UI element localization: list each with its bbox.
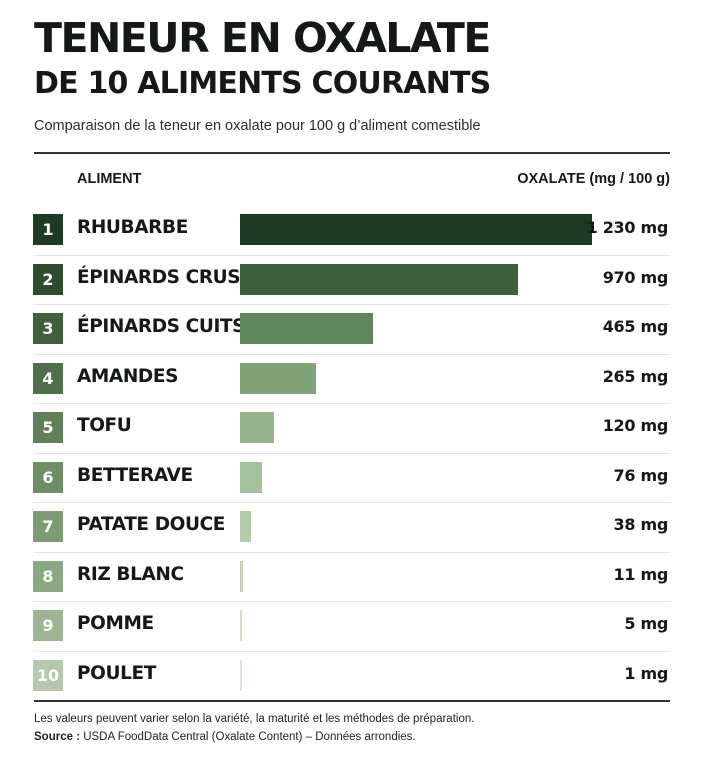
value-label: 38 mg: [613, 515, 669, 534]
value-label: 5 mg: [624, 614, 668, 633]
top-divider: [34, 152, 670, 154]
chart-row: 2 ÉPINARDS CRUS 970 mg: [0, 254, 702, 305]
chart-row: 9 POMME 5 mg: [0, 601, 702, 651]
rank-badge: 2: [33, 263, 63, 295]
chart-subtitle: Comparaison de la teneur en oxalate pour…: [34, 118, 481, 134]
source-text: USDA FoodData Central (Oxalate Content) …: [80, 731, 416, 743]
bar: [240, 560, 244, 592]
category-label: ÉPINARDS CUITS: [77, 316, 246, 337]
chart-row: 1 RHUBARBE 1 230 mg: [0, 205, 702, 255]
chart-title-line2: DE 10 ALIMENTS COURANTS: [34, 66, 491, 101]
category-label: POMME: [77, 613, 154, 634]
value-label: 1 mg: [624, 663, 668, 683]
category-label: RIZ BLANC: [77, 563, 184, 585]
row-divider: [34, 650, 670, 652]
bar: [240, 313, 374, 344]
rank-badge: 4: [33, 362, 63, 394]
bar: [240, 610, 242, 641]
column-header-food: ALIMENT: [77, 171, 142, 187]
row-divider: [34, 601, 670, 602]
chart-row: 8 RIZ BLANC 11 mg: [0, 551, 702, 602]
rank-badge: 1: [33, 214, 63, 245]
category-label: POULET: [77, 662, 156, 684]
row-divider: [34, 502, 670, 503]
category-label: ÉPINARDS CRUS: [77, 266, 241, 288]
chart-row: 6 BETTERAVE 76 mg: [0, 452, 702, 503]
value-label: 970 mg: [602, 267, 669, 287]
row-divider: [34, 403, 670, 404]
rank-badge: 3: [33, 313, 63, 344]
category-label: TOFU: [77, 415, 132, 436]
bar: [240, 412, 275, 443]
row-divider: [34, 254, 670, 256]
column-header-oxalate: OXALATE (mg / 100 g): [517, 171, 670, 187]
category-label: PATATE DOUCE: [77, 514, 226, 535]
chart-row: 7 PATATE DOUCE 38 mg: [0, 502, 702, 552]
row-divider: [34, 551, 670, 553]
rank-badge: 6: [33, 461, 63, 493]
bar: [240, 263, 518, 295]
value-label: 1 230 mg: [586, 218, 669, 237]
bar: [240, 659, 242, 691]
source-label: Source :: [34, 731, 81, 743]
row-divider: [34, 353, 670, 355]
rank-badge: 5: [33, 412, 63, 443]
chart-row: 4 AMANDES 265 mg: [0, 353, 702, 404]
chart-row: 10 POULET 1 mg: [0, 650, 702, 701]
bar: [240, 214, 592, 245]
category-label: BETTERAVE: [77, 464, 193, 486]
rank-badge: 8: [33, 560, 63, 592]
footnote: Les valeurs peuvent varier selon la vari…: [34, 713, 475, 725]
bar: [240, 511, 251, 542]
row-divider: [34, 452, 670, 454]
rank-badge: 9: [33, 610, 63, 641]
value-label: 11 mg: [613, 564, 669, 584]
bar: [240, 461, 262, 493]
value-label: 76 mg: [613, 465, 669, 485]
value-label: 265 mg: [602, 366, 669, 386]
value-label: 120 mg: [602, 416, 669, 435]
chart-title: TENEUR EN OXALATE: [34, 14, 491, 62]
chart-row: 3 ÉPINARDS CUITS 465 mg: [0, 304, 702, 354]
row-divider: [34, 304, 670, 305]
source-line: Source : USDA FoodData Central (Oxalate …: [34, 731, 416, 743]
bottom-divider: [34, 700, 670, 702]
rank-badge: 7: [33, 511, 63, 542]
category-label: RHUBARBE: [77, 217, 188, 238]
chart-row: 5 TOFU 120 mg: [0, 403, 702, 453]
rank-badge: 10: [33, 659, 63, 691]
bar: [240, 362, 316, 394]
category-label: AMANDES: [77, 365, 179, 387]
value-label: 465 mg: [602, 317, 669, 336]
